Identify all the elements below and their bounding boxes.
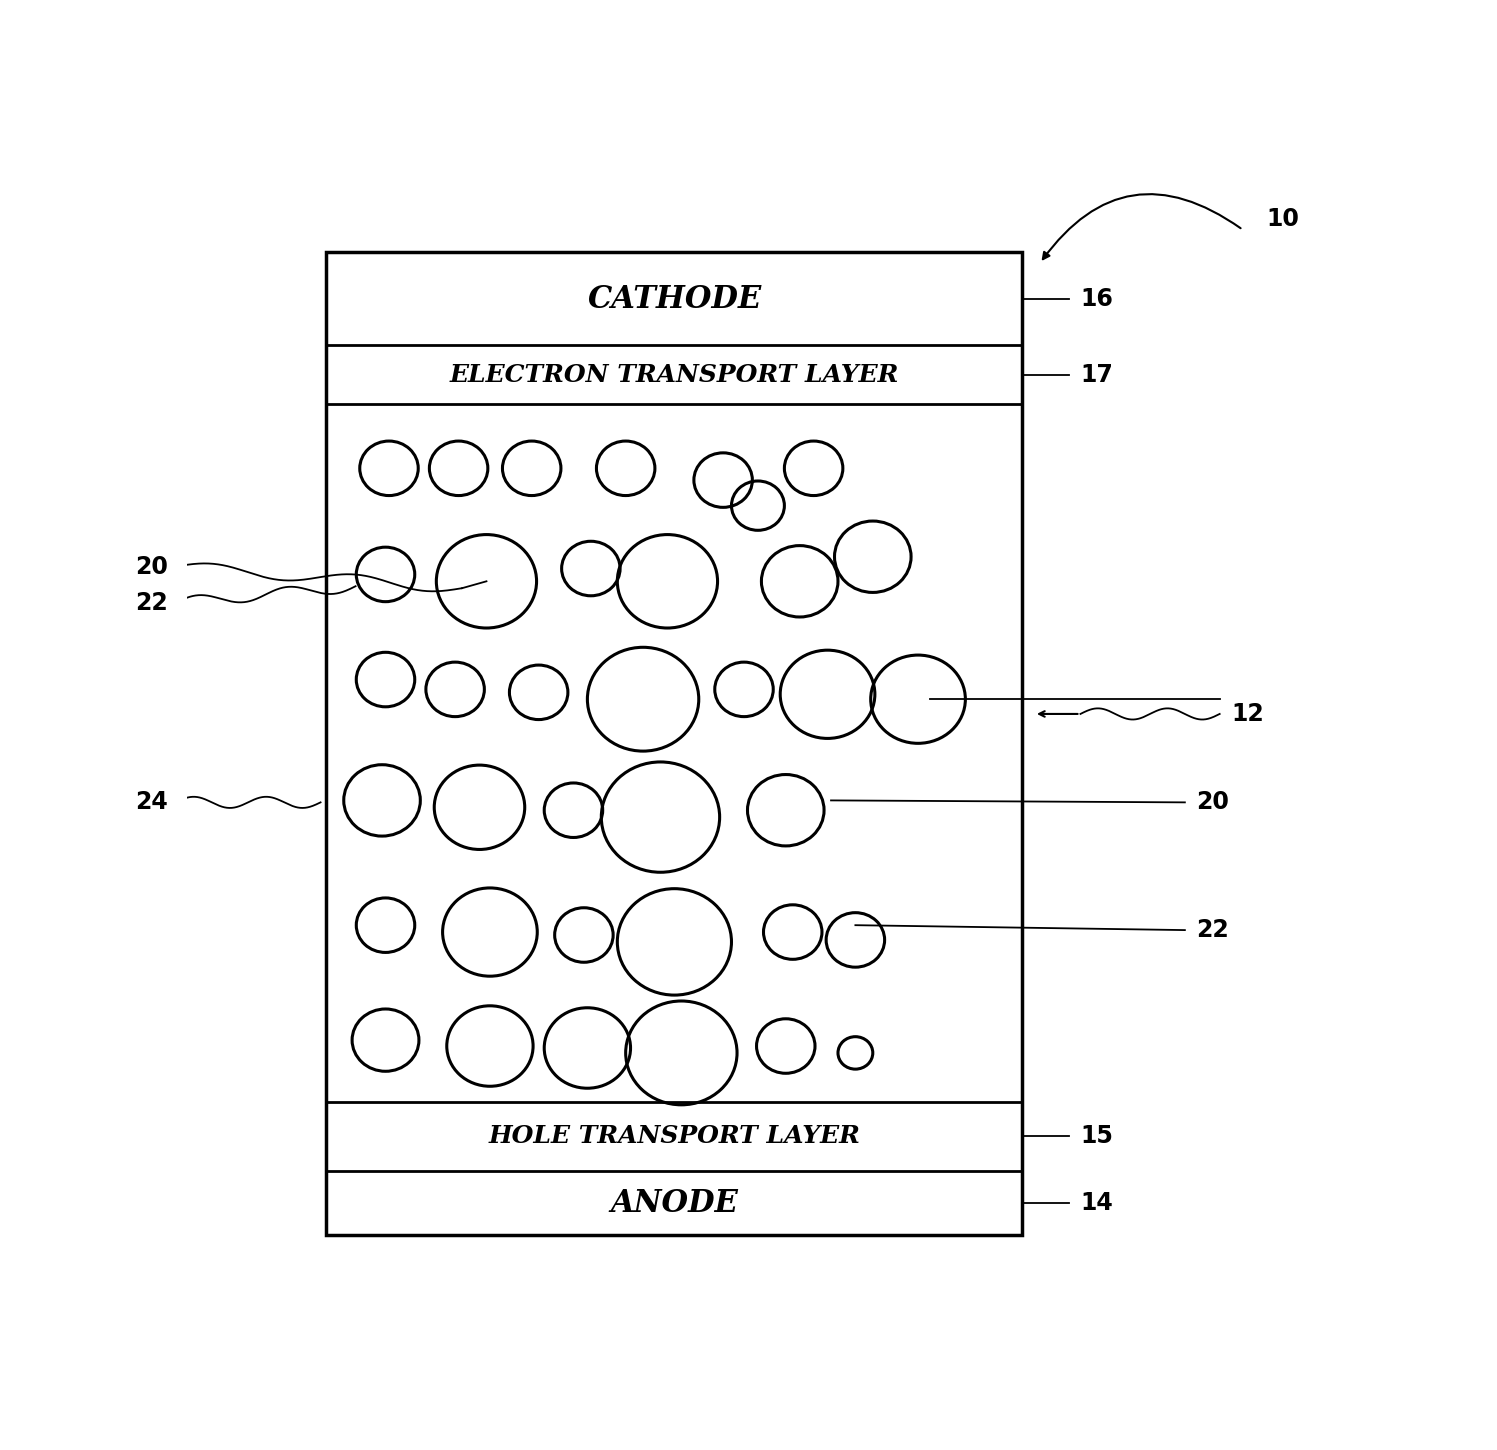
Text: 22: 22: [1196, 918, 1229, 942]
Text: 22: 22: [135, 592, 168, 615]
Text: 24: 24: [135, 790, 168, 815]
Text: 20: 20: [1196, 790, 1229, 815]
Text: ELECTRON TRANSPORT LAYER: ELECTRON TRANSPORT LAYER: [449, 362, 900, 387]
Text: 12: 12: [1231, 702, 1263, 726]
Text: 17: 17: [1081, 362, 1114, 387]
Text: CATHODE: CATHODE: [587, 284, 762, 315]
Text: 16: 16: [1081, 287, 1114, 312]
Text: HOLE TRANSPORT LAYER: HOLE TRANSPORT LAYER: [488, 1124, 861, 1148]
Text: 20: 20: [135, 554, 168, 579]
Text: ANODE: ANODE: [611, 1188, 738, 1219]
Text: 15: 15: [1081, 1124, 1114, 1148]
Text: 10: 10: [1266, 207, 1299, 232]
Text: 14: 14: [1081, 1192, 1114, 1215]
Bar: [326, 252, 1022, 1235]
